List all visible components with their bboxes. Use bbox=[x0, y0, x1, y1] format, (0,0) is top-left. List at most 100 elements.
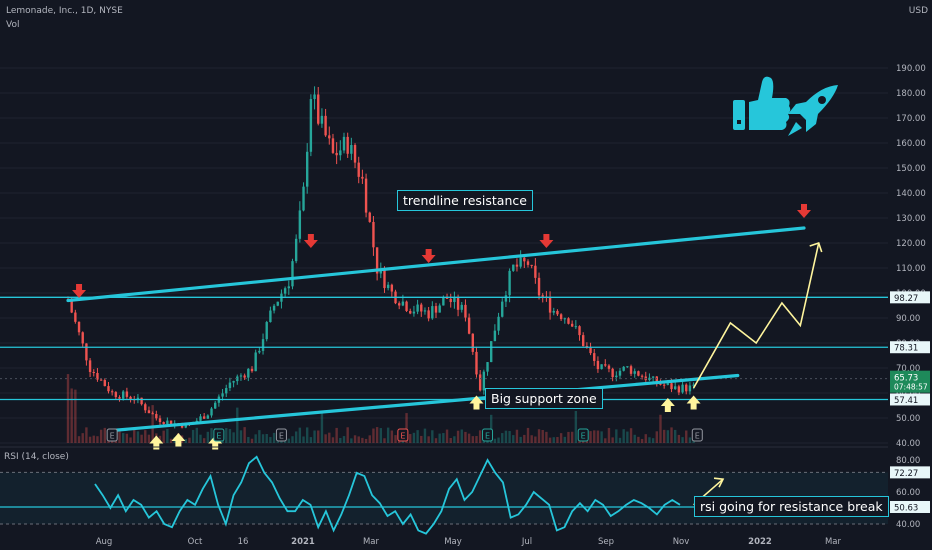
candle bbox=[486, 361, 489, 376]
candle bbox=[530, 264, 533, 269]
candle bbox=[629, 364, 633, 377]
volume-bar bbox=[228, 429, 232, 443]
horizontal-levels bbox=[0, 296, 888, 401]
up-arrow-marker bbox=[660, 398, 675, 412]
volume-bar bbox=[320, 412, 324, 443]
earnings-marker[interactable]: E bbox=[397, 428, 409, 442]
price-tag-level-78-31: 78.31 bbox=[890, 341, 930, 354]
up-arrow-marker bbox=[686, 395, 701, 410]
candle bbox=[534, 258, 537, 284]
candle bbox=[449, 293, 452, 308]
volume-bar bbox=[195, 427, 198, 443]
earnings-marker[interactable]: E bbox=[577, 428, 589, 442]
volume-bar bbox=[188, 437, 191, 443]
volume-bar bbox=[250, 438, 254, 443]
candle bbox=[519, 250, 522, 269]
time-tick-label: Sep bbox=[598, 537, 614, 547]
volume-bar bbox=[478, 430, 482, 443]
earnings-marker[interactable]: E bbox=[213, 428, 225, 442]
trendline-support[interactable] bbox=[110, 373, 740, 433]
volume-bar bbox=[607, 427, 611, 443]
volume-bar bbox=[563, 436, 566, 443]
volume-bar bbox=[666, 430, 670, 443]
candle bbox=[328, 126, 331, 145]
volume-bar bbox=[147, 434, 151, 443]
candle bbox=[648, 373, 651, 382]
rsi-note[interactable]: rsi going for resistance break bbox=[694, 496, 889, 517]
candle bbox=[247, 368, 250, 382]
candle bbox=[604, 359, 607, 367]
time-tick-label: Mar bbox=[825, 537, 842, 547]
volume-bar bbox=[372, 428, 375, 443]
candle bbox=[85, 343, 88, 366]
big-support-note[interactable]: Big support zone bbox=[485, 388, 603, 409]
volume-bar bbox=[77, 436, 81, 443]
candle bbox=[320, 108, 324, 128]
svg-text:E: E bbox=[581, 432, 586, 441]
price-tick-label: 120.00 bbox=[896, 239, 926, 249]
volume-bar bbox=[99, 429, 103, 443]
svg-text:E: E bbox=[485, 432, 490, 441]
candle bbox=[221, 389, 224, 401]
earnings-marker[interactable]: E bbox=[106, 428, 118, 442]
candle bbox=[144, 402, 147, 414]
candle bbox=[578, 325, 581, 341]
candle bbox=[114, 391, 118, 400]
earnings-marker[interactable]: E bbox=[482, 428, 494, 442]
candle bbox=[611, 367, 614, 382]
price-tick-label: 150.00 bbox=[896, 164, 926, 174]
candle bbox=[662, 382, 666, 389]
candle bbox=[243, 373, 246, 380]
volume-bar bbox=[618, 437, 622, 443]
volume-bar bbox=[272, 432, 276, 443]
volume-bar bbox=[331, 437, 335, 443]
volume-bar bbox=[144, 430, 147, 443]
volume-bar bbox=[431, 430, 434, 443]
volume-bar bbox=[136, 431, 140, 443]
candle bbox=[589, 342, 592, 356]
volume-bar bbox=[449, 437, 452, 443]
volume-bar bbox=[103, 427, 106, 443]
volume-bar bbox=[534, 436, 537, 443]
volume-bar bbox=[239, 430, 243, 443]
candle bbox=[504, 290, 508, 308]
earnings-marker[interactable]: E bbox=[691, 428, 703, 442]
candle bbox=[600, 364, 603, 370]
volume-bar bbox=[118, 431, 121, 443]
volume-bar bbox=[88, 436, 92, 443]
price-tick-label: 130.00 bbox=[896, 214, 926, 224]
candle bbox=[526, 259, 530, 268]
candle bbox=[236, 374, 239, 385]
price-tick-label: 50.00 bbox=[896, 414, 920, 424]
candle bbox=[261, 333, 265, 355]
candle bbox=[563, 317, 566, 324]
candle bbox=[291, 258, 294, 290]
price-axis[interactable]: 40.0050.0060.0070.0080.0090.00100.00110.… bbox=[888, 0, 932, 550]
volume-bar bbox=[346, 427, 349, 443]
rsi-panel bbox=[0, 446, 888, 535]
projection-arrowhead bbox=[809, 241, 823, 253]
volume-bar bbox=[287, 438, 290, 443]
volume-bar bbox=[570, 431, 574, 443]
candle bbox=[118, 395, 121, 402]
candle bbox=[294, 234, 298, 264]
volume-bar bbox=[600, 431, 603, 443]
volume-bar bbox=[537, 429, 541, 443]
volume-bar bbox=[409, 434, 412, 443]
volume-bar bbox=[629, 428, 633, 443]
candle bbox=[140, 397, 143, 406]
trendline-resistance-note[interactable]: trendline resistance bbox=[397, 190, 533, 211]
trendline-resistance[interactable] bbox=[66, 226, 806, 303]
price-tick-label: 110.00 bbox=[896, 264, 926, 274]
candle bbox=[313, 86, 316, 110]
chart-title: Lemonade, Inc., 1D, NYSE bbox=[6, 6, 123, 16]
earnings-marker[interactable]: E bbox=[275, 428, 287, 442]
svg-text:07:48:57: 07:48:57 bbox=[894, 383, 928, 392]
volume-bar bbox=[464, 431, 467, 443]
time-axis[interactable]: Aug Oct 16 2021 Mar May Jul Sep Nov 2022 Mar bbox=[96, 537, 842, 547]
candle bbox=[626, 366, 629, 368]
candle bbox=[475, 346, 478, 378]
